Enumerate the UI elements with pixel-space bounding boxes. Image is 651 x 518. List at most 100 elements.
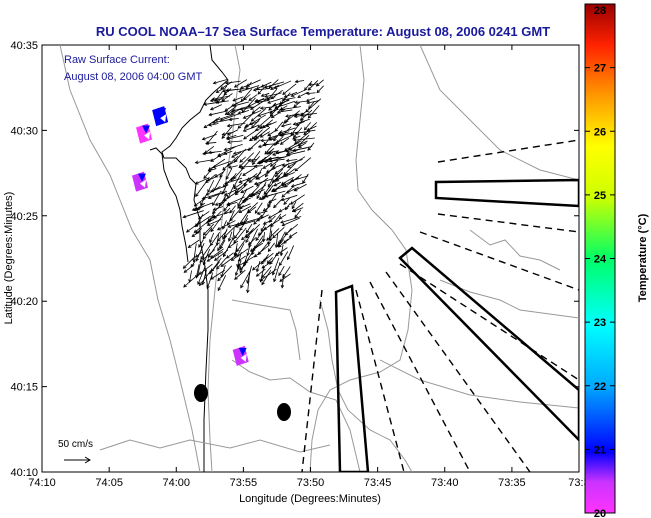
current-vector-head [255,86,260,90]
current-vector [208,190,228,199]
current-vector-head [256,183,260,187]
current-vector-head [267,156,272,161]
current-vector-head [234,272,239,277]
current-vector-head [272,234,276,239]
current-vector [260,139,274,142]
current-vector-head [273,137,277,142]
current-vector [280,244,284,256]
x-axis-label: Longitude (Degrees:Minutes) [239,493,381,505]
current-vector [217,265,233,281]
current-vector [267,193,278,207]
current-vector [209,261,220,274]
current-vector [257,114,273,128]
current-vector-head [232,98,237,102]
current-vector [265,121,277,127]
current-vector [263,162,272,169]
current-vector-head [226,202,231,207]
current-vector [197,205,205,211]
current-vector [227,221,246,228]
x-tick-label: 74:00 [163,477,191,489]
current-vector-head [290,178,294,183]
current-vector-head [297,94,301,98]
current-vector [296,120,305,126]
current-vector-head [209,106,214,111]
colorbar-tick-label: 23 [594,317,606,329]
current-vector-head [255,237,259,242]
current-vector [259,194,273,200]
current-vector [252,156,260,165]
current-vector [189,270,192,283]
current-vector [260,106,275,109]
current-vector-head [273,278,277,283]
current-vector-head [261,274,265,279]
x-tick-label: 73:40 [431,477,459,489]
current-vector [273,198,283,208]
current-vector-head [246,252,250,257]
current-vector-head [259,134,264,138]
current-vector-head [253,137,258,141]
current-vector-head [271,187,276,192]
current-vector [207,179,215,193]
current-vector [217,146,236,157]
current-vector [273,99,290,106]
current-vector-head [269,163,274,167]
current-vector-head [236,248,240,253]
current-vector-head [294,79,299,84]
current-vector-head [283,240,287,244]
current-vector [282,159,303,167]
current-vector-head [221,191,225,195]
current-vector [227,122,246,127]
current-vector [188,239,200,248]
current-vector [249,192,260,197]
current-vector [287,245,294,260]
current-vector [221,125,233,139]
current-vector [223,88,232,96]
chart-title: RU COOL NOAA–17 Sea Surface Temperature:… [96,24,550,39]
current-vector-head [195,193,199,198]
current-vector [308,105,320,119]
current-vector [290,118,304,136]
current-vector [213,79,228,84]
current-vector [244,186,259,201]
current-vector [286,186,299,194]
current-vector-head [286,256,291,261]
current-vector-head [210,228,214,233]
current-vector [316,85,324,93]
current-vector-head [238,205,243,210]
current-vector [200,244,212,260]
current-vector-head [279,141,284,145]
current-vector-head [267,100,271,104]
current-vector-head [215,242,220,246]
current-vector-head [273,204,277,209]
current-vector-head [275,140,280,144]
current-vector [308,80,319,91]
current-vector-head [213,257,218,261]
current-vector-head [245,86,249,90]
current-vector [208,158,226,171]
current-vector [272,186,285,191]
current-vector-head [279,252,284,257]
current-vector [280,216,302,224]
current-vector-head [217,277,221,282]
current-vector [263,219,273,225]
colorbar-ticks: 20 21 22 23 24 25 26 27 28 [585,3,615,518]
current-vector [248,237,257,245]
current-vector [234,247,238,257]
current-vector [239,106,255,110]
current-vector-head [242,198,247,202]
current-vector [216,88,225,93]
current-vector-head [226,123,231,128]
current-vector [289,231,298,238]
current-vector [206,218,215,224]
current-vector-head [273,142,278,146]
current-vector-head [214,202,219,206]
current-vector-head [240,236,245,241]
current-vector [216,234,219,246]
current-vector-head [247,158,252,162]
current-vector [282,177,300,187]
current-vector [294,183,307,192]
depth-contour [231,359,361,472]
current-vector-head [293,113,298,117]
current-vector-head [208,123,212,127]
plot-area [41,44,580,473]
